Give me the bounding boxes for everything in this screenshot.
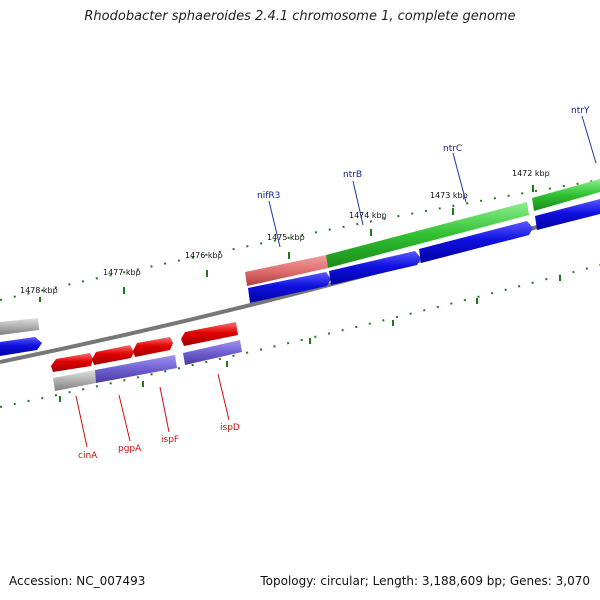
upper-gene-track	[0, 179, 600, 335]
gene-ispF	[133, 337, 173, 357]
gene-block-nifR3	[245, 255, 328, 286]
ruler-label-1477: 1477 kbp	[103, 268, 141, 277]
gene-label-ntrC: ntrC	[443, 144, 462, 154]
gene-block-ntrY	[532, 179, 600, 211]
lower-cds-track	[53, 340, 242, 391]
cds-pgpA-ispF	[95, 355, 177, 383]
ruler-label-1473: 1473 kbp	[430, 191, 468, 200]
ruler-label-1472: 1472 kbp	[512, 169, 550, 178]
gene-label-ispD: ispD	[220, 423, 240, 433]
ruler-label-1475: 1475 kbp	[267, 233, 305, 242]
gene-label-cinA: cinA	[78, 451, 98, 461]
gene-block-gray-left	[0, 318, 39, 335]
upper-leader-lines	[268, 115, 597, 248]
cds-blue-2	[329, 251, 421, 285]
gene-label-ispF: ispF	[161, 435, 179, 445]
gene-label-pgpA: pgpA	[118, 444, 142, 454]
cds-ispD	[183, 340, 242, 365]
gene-block-ntrB-ntrC	[326, 202, 529, 268]
map-title: Rhodobacter sphaeroides 2.4.1 chromosome…	[84, 9, 516, 24]
upper-cds-track	[0, 199, 600, 356]
gene-label-ntrY: ntrY	[571, 106, 590, 116]
cds-blue-3	[419, 221, 533, 263]
inner-ruler-major-ticks	[59, 275, 561, 402]
cds-blue-1	[248, 272, 331, 303]
gene-label-nifR3: nifR3	[257, 191, 280, 201]
ruler-label-1478: 1478 kbp	[20, 286, 58, 295]
ruler-label-1474: 1474 kbp	[349, 211, 387, 220]
gene-pgpA	[92, 345, 134, 365]
cds-blue-4	[535, 199, 600, 230]
lower-gene-track	[51, 322, 238, 372]
outer-ruler-track	[0, 179, 600, 301]
accession-text: Accession: NC_007493	[9, 574, 146, 588]
outer-ruler-major-ticks	[39, 185, 534, 302]
cds-blue-left	[0, 337, 42, 356]
genome-summary-text: Topology: circular; Length: 3,188,609 bp…	[260, 574, 590, 588]
ruler-label-1476: 1476 kbp	[185, 251, 223, 260]
lower-leader-lines	[75, 373, 230, 448]
gene-cinA	[51, 353, 93, 372]
cds-cinA	[53, 370, 96, 391]
gene-label-ntrB: ntrB	[343, 170, 362, 180]
gene-ispD	[181, 322, 238, 346]
